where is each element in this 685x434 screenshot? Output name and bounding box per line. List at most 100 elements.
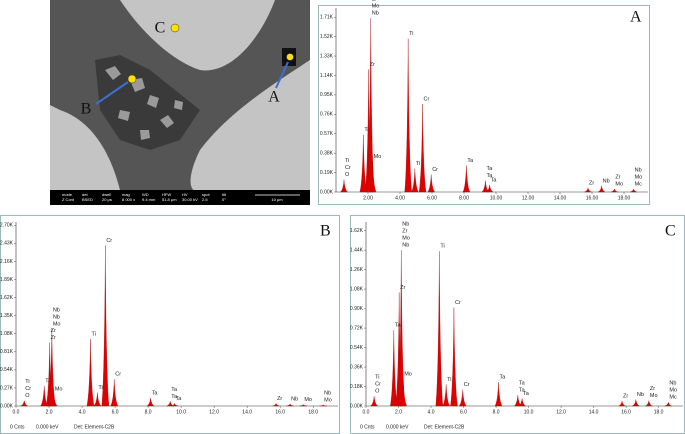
- peak-label: Ti: [375, 375, 379, 381]
- peak-label: O: [375, 389, 380, 395]
- footer-text: Det: Element-C2B: [424, 424, 465, 430]
- peak-label: Ta: [499, 375, 506, 381]
- peak: [418, 104, 427, 193]
- peak: [486, 184, 494, 193]
- x-tick-label: 8.0: [493, 409, 500, 415]
- y-tick-label: 1.35K: [0, 313, 14, 319]
- info-header: mode: [62, 192, 73, 197]
- peak-label: Nb: [291, 396, 298, 402]
- peak: [645, 400, 653, 407]
- y-tick-label: 0.19K: [320, 170, 334, 176]
- peak-label: Zr: [372, 0, 377, 3]
- peak-label: Ti: [345, 158, 349, 164]
- y-tick-label: 0.18K: [350, 384, 364, 390]
- peak-label: O: [345, 172, 350, 178]
- peak-label: Mo: [53, 322, 61, 328]
- y-tick-label: 1.89K: [0, 277, 14, 283]
- peak: [340, 179, 348, 193]
- peak-label: Ti: [440, 244, 444, 250]
- peak: [390, 330, 398, 407]
- peak-label: Mo: [374, 154, 382, 160]
- peak-label: Mo: [304, 397, 312, 403]
- peak: [598, 185, 606, 193]
- info-value: 51.8 μm: [162, 197, 177, 202]
- y-tick-label: 0.00K: [350, 403, 364, 409]
- info-value: 8 000 x: [122, 197, 135, 202]
- x-tick-label: 4.0: [428, 409, 435, 415]
- peak-label: Mo: [55, 386, 63, 392]
- y-tick-label: 1.08K: [0, 331, 14, 337]
- peak-label: Nb: [635, 167, 642, 173]
- footer-text: 0.000 keV: [386, 424, 409, 430]
- peak-label: Ta: [491, 177, 498, 183]
- scale-label: 10 μm: [271, 197, 283, 202]
- panel-title: C: [665, 223, 676, 240]
- peak: [411, 168, 419, 193]
- info-bar: [50, 190, 310, 205]
- peak-label: Mo: [635, 174, 643, 180]
- peak-label: Cr: [25, 386, 31, 392]
- y-tick-label: 1.62K: [350, 228, 364, 234]
- peak-label: Zr: [615, 174, 620, 180]
- peak-label: Ta: [519, 388, 526, 394]
- x-tick-label: 12.00: [522, 195, 535, 201]
- peak: [286, 403, 294, 407]
- x-tick-label: 4.00: [395, 195, 405, 201]
- x-tick-label: 16.00: [586, 195, 599, 201]
- y-tick-label: 0.95K: [320, 92, 334, 98]
- y-tick-label: 0.57K: [320, 131, 334, 137]
- peak-label: Cr: [432, 167, 438, 173]
- peak-label: Nb: [402, 243, 409, 249]
- info-value: 9.4 mm: [142, 197, 156, 202]
- x-tick-label: 4.0: [79, 409, 86, 415]
- peak: [630, 188, 638, 193]
- peak-label: Ti: [98, 385, 102, 391]
- peak: [427, 174, 435, 193]
- peak-label: Ta: [486, 166, 493, 172]
- footer-text: 0 Cnts: [360, 424, 375, 430]
- x-tick-label: 18.0: [654, 409, 664, 415]
- peak-label: Ti: [91, 332, 95, 338]
- x-tick-label: 12.0: [209, 409, 219, 415]
- panel-title: B: [320, 223, 331, 240]
- arrow: [95, 81, 129, 105]
- peak-label: Zr: [277, 396, 282, 402]
- marker-dot: [286, 53, 294, 61]
- peak-label: Mo: [650, 393, 658, 399]
- y-tick-label: 2.16K: [0, 259, 14, 265]
- peak-label: Zr: [400, 285, 405, 291]
- y-tick-label: 1.33K: [320, 53, 334, 59]
- y-tick-label: 0.72K: [350, 325, 364, 331]
- peak-label: Mo: [669, 388, 677, 394]
- peak-label: Cr: [455, 300, 461, 306]
- peak-label: O: [25, 393, 30, 399]
- peak-label: Cr: [345, 165, 351, 171]
- peak-label: Cr: [106, 238, 112, 244]
- peak: [370, 396, 379, 407]
- peak-label: Ti: [447, 377, 451, 383]
- y-tick-label: 0.90K: [350, 306, 364, 312]
- peak: [299, 404, 307, 407]
- marker-label: B: [81, 101, 92, 118]
- peak-label: Ta: [395, 323, 402, 329]
- peak-label: Ta: [467, 158, 474, 164]
- peak-label: Cr: [464, 382, 470, 388]
- peak-label: Mo: [402, 236, 410, 242]
- y-tick-label: 0.00K: [0, 403, 14, 409]
- peak-label: Cr: [375, 382, 381, 388]
- peak-label: Mo: [372, 4, 380, 10]
- peak: [93, 392, 102, 407]
- peak-label: Mc: [669, 395, 677, 401]
- info-header: spot: [202, 192, 210, 197]
- info-header: WD: [142, 192, 149, 197]
- x-tick-label: 6.00: [427, 195, 437, 201]
- peak: [610, 188, 618, 193]
- x-tick-label: 8.0: [145, 409, 152, 415]
- peak-label: Zr: [589, 180, 594, 186]
- footer-text: Det: Element-C2B: [74, 424, 115, 430]
- peak-label: Zr: [623, 394, 628, 400]
- peak-label: Zr: [51, 335, 56, 341]
